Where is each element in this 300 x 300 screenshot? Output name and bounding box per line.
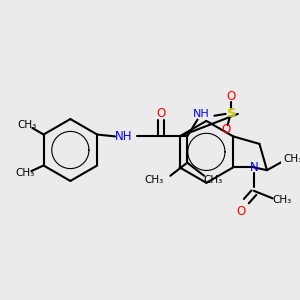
Text: O: O [236,205,245,218]
Text: S: S [226,107,236,120]
Text: O: O [156,107,166,120]
Text: NH: NH [193,109,210,119]
Text: NH: NH [115,130,132,143]
Text: CH₃: CH₃ [15,168,34,178]
Text: CH₃: CH₃ [145,175,164,184]
Text: CH₃: CH₃ [272,195,292,205]
Text: O: O [227,91,236,103]
Text: O: O [221,123,230,136]
Text: N: N [250,161,258,174]
Text: CH₃: CH₃ [284,154,300,164]
Text: CH₃: CH₃ [17,120,36,130]
Text: CH₃: CH₃ [204,175,223,184]
